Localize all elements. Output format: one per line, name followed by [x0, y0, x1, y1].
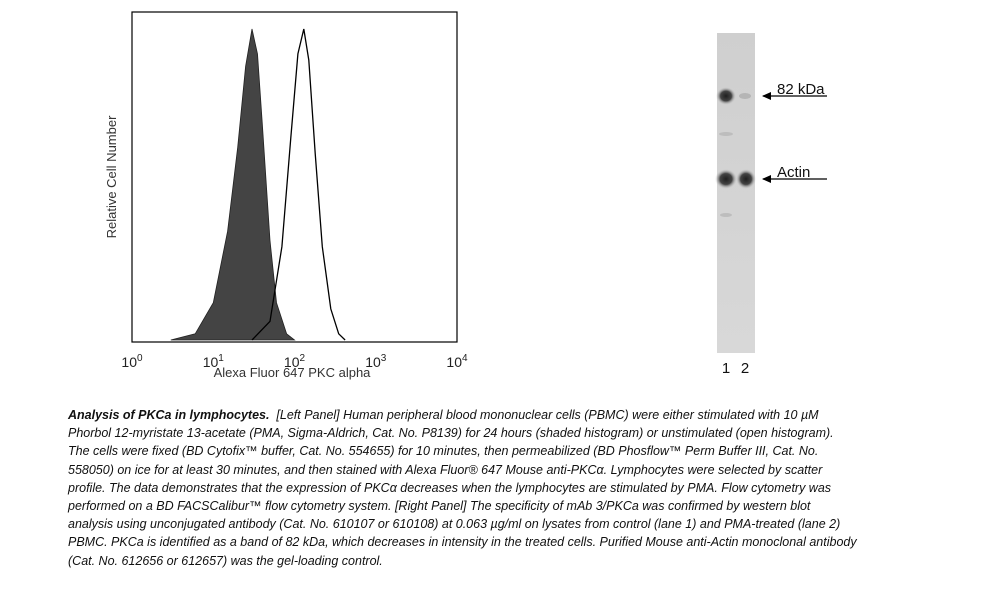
x-tick-label: 103	[365, 353, 387, 370]
flow-cytometry-panel: 100 101 102 103 104 Relative Cell Number Ale…	[100, 5, 480, 390]
plot-frame	[131, 11, 458, 343]
filled-histogram-stimulated	[170, 28, 296, 341]
faint-band-lane1	[719, 132, 733, 136]
band-actin-lane1	[715, 169, 737, 189]
caption-body: [Left Panel] Human peripheral blood mono…	[68, 408, 857, 568]
histogram-series-group	[170, 28, 346, 341]
x-tick-label: 104	[446, 353, 468, 370]
open-histogram-unstimulated	[251, 28, 346, 341]
label-82kda: 82 kDa	[777, 81, 825, 98]
western-blot-image: 82 kDa Actin 1 2	[715, 33, 827, 377]
x-tick-label: 102	[284, 353, 306, 370]
western-blot-panel: 82 kDa Actin 1 2	[705, 28, 855, 388]
lane-2-label: 2	[741, 360, 749, 377]
x-tick-label: 100	[121, 353, 143, 370]
arrow-82kda-head	[762, 92, 771, 100]
faint-band-lane1-lower	[720, 213, 732, 217]
figure-caption: Analysis of PKCa in lymphocytes. [Left P…	[68, 406, 858, 570]
flow-histogram-chart: 100 101 102 103 104 Relative Cell Number Ale…	[104, 11, 468, 380]
y-axis-label: Relative Cell Number	[104, 115, 119, 238]
band-actin-lane2	[736, 169, 756, 189]
lane-1-label: 1	[722, 360, 730, 377]
blot-membrane	[717, 33, 755, 353]
x-axis-label: Alexa Fluor 647 PKC alpha	[214, 365, 372, 380]
band-82kda-lane1	[716, 87, 736, 105]
label-actin: Actin	[777, 164, 810, 181]
arrow-actin-head	[762, 175, 771, 183]
caption-lead: Analysis of PKCa in lymphocytes.	[68, 408, 270, 422]
band-82kda-lane2	[739, 93, 751, 99]
x-tick-labels: 100 101 102 103 104	[121, 353, 468, 370]
x-tick-label: 101	[203, 353, 225, 370]
